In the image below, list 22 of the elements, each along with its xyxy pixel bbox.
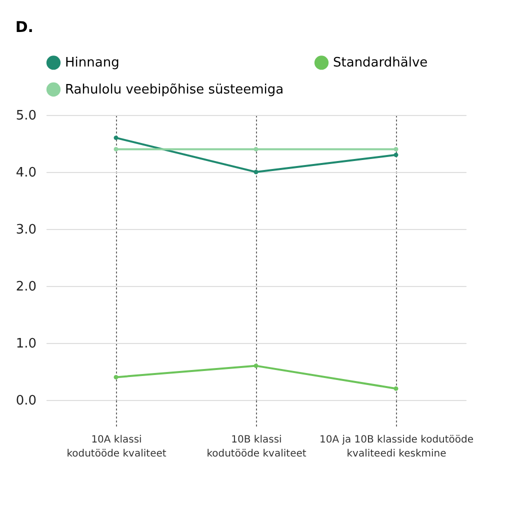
legend-label: Standardhälve: [333, 56, 428, 71]
point: [114, 146, 118, 152]
y-tick-label: 2.0: [16, 280, 36, 294]
chart-title: D.: [15, 18, 34, 36]
point: [114, 136, 118, 140]
point: [394, 152, 398, 158]
x-tick-label: 10A ja 10B klasside kodutööde kvaliteedi keskmine: [319, 434, 474, 460]
x-tick-label: 10A klassi kodutööde kvaliteet: [66, 434, 166, 460]
point: [394, 386, 398, 391]
point: [254, 146, 258, 152]
point: [114, 374, 118, 380]
point: [254, 364, 258, 368]
y-tick-label: 5.0: [16, 108, 36, 124]
point: [254, 170, 258, 174]
x-tick-label: 10B klassi kodutööde kvaliteet: [206, 434, 306, 460]
y-tick-label: 0.0: [16, 394, 36, 408]
point: [394, 146, 398, 152]
y-tick-label: 4.0: [16, 166, 36, 180]
y-tick-label: 3.0: [16, 222, 36, 238]
y-tick-label: 1.0: [16, 336, 36, 352]
legend-label: Rahulolu veebipõhise süsteemiga: [65, 82, 284, 98]
legend-label: Hinnang: [65, 56, 120, 71]
